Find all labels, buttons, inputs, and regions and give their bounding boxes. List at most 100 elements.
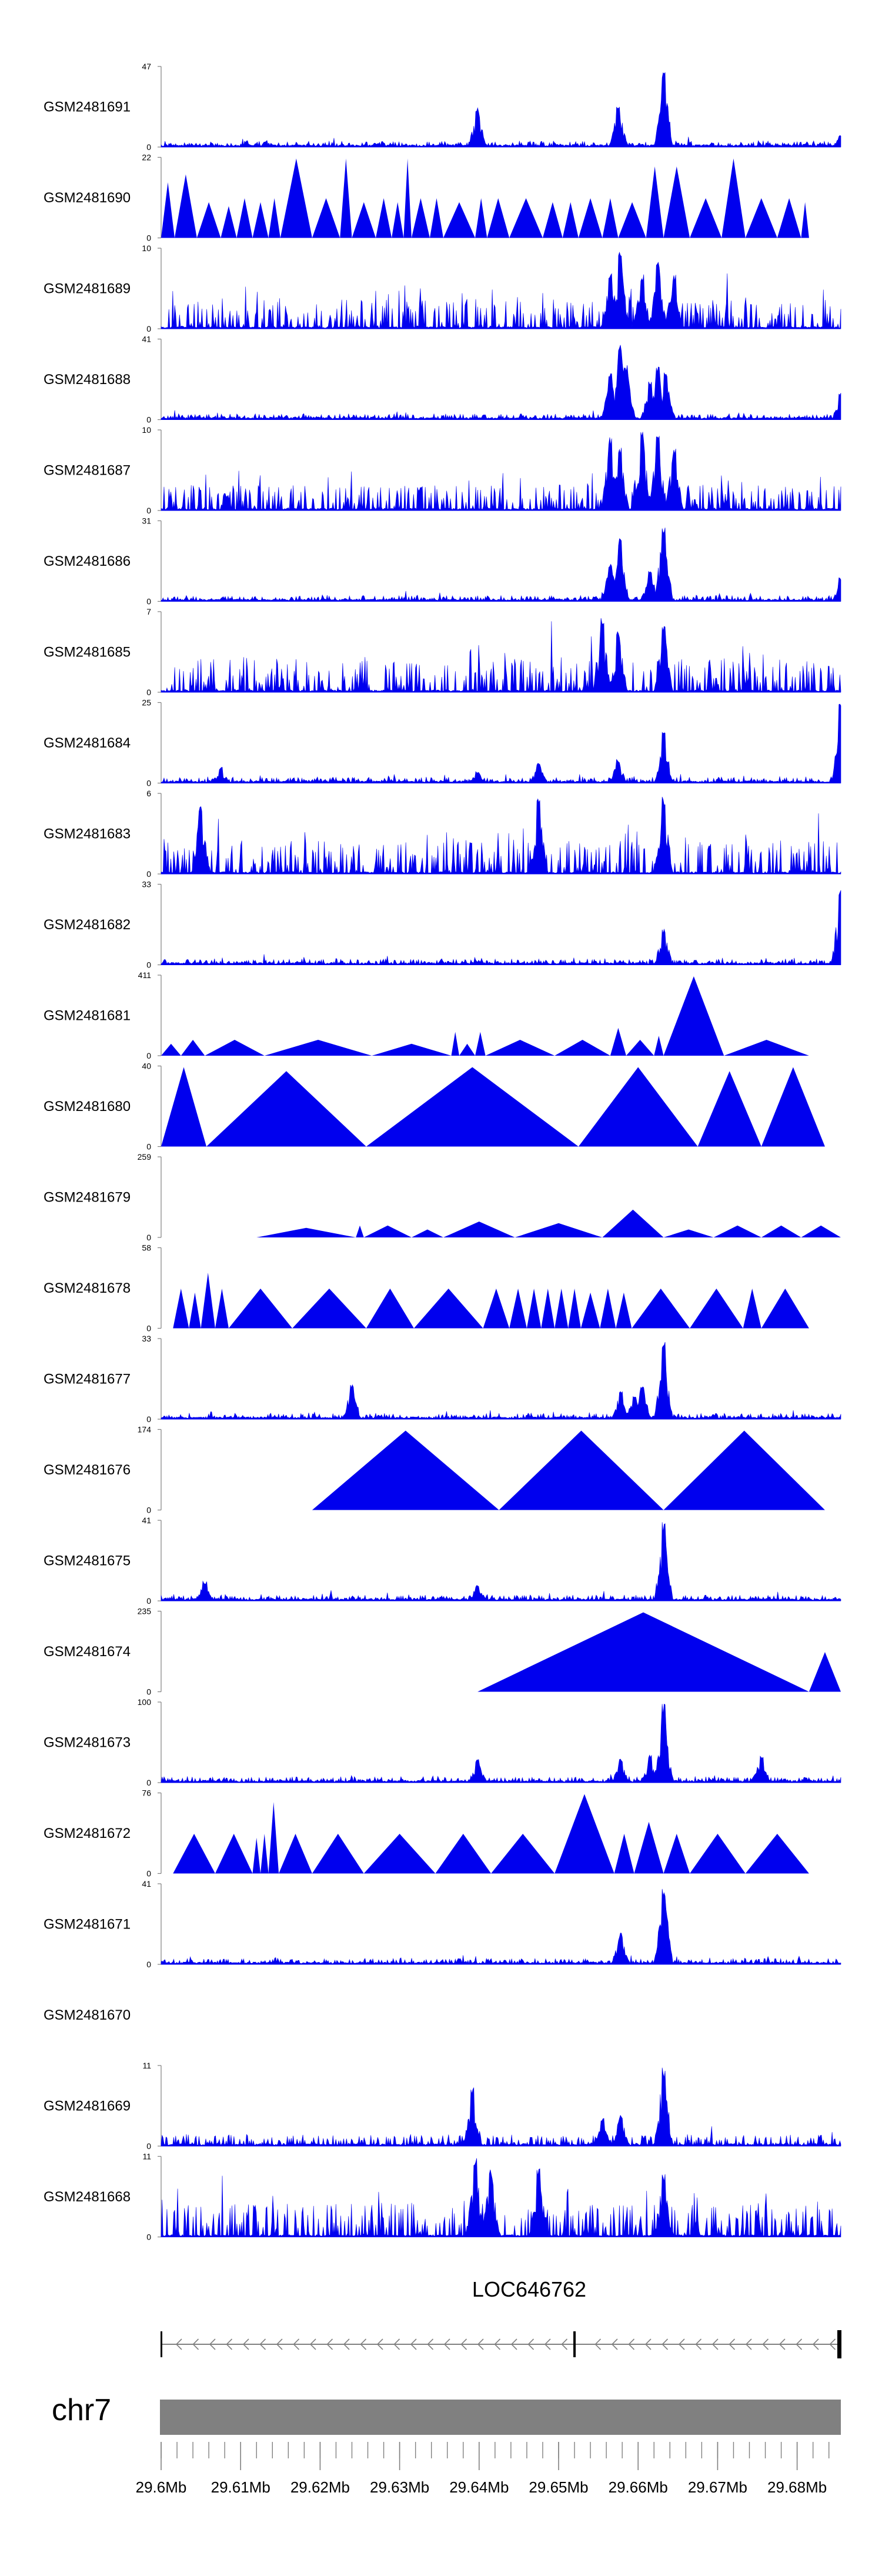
coverage-segment — [352, 202, 376, 238]
coverage-segment — [646, 166, 664, 238]
y-axis-max-label: 10 — [142, 243, 151, 253]
track-GSM2481680: GSM2481680 40 0 — [44, 1062, 825, 1152]
strand-arrow — [494, 2338, 501, 2350]
y-axis-max-label: 33 — [142, 1334, 151, 1343]
y-axis-max-label: 22 — [142, 153, 151, 162]
strand-arrow — [527, 2338, 534, 2350]
y-axis-max-label: 10 — [142, 425, 151, 435]
y-axis-min-label: 0 — [146, 1506, 151, 1515]
strand-arrow — [276, 2338, 283, 2350]
coverage-segment — [252, 202, 269, 238]
track-label: GSM2481675 — [44, 1553, 131, 1569]
coverage-segment — [745, 198, 777, 238]
chromosome-axis: chr7 29.6Mb 29.61Mb 29.62Mb 29.63Mb 29.64Mb 2… — [52, 2393, 841, 2496]
strand-arrow — [226, 2338, 233, 2350]
strand-arrow — [259, 2338, 266, 2350]
track-GSM2481683: GSM2481683 6 0 — [44, 789, 841, 879]
track-GSM2481673: GSM2481673 100 0 — [44, 1697, 841, 1787]
coverage-segment — [801, 202, 809, 238]
y-axis-max-label: 6 — [146, 789, 151, 798]
x-tick-label: 29.61Mb — [211, 2478, 270, 2496]
coverage-segment — [201, 1273, 215, 1329]
track-label: GSM2481680 — [44, 1099, 131, 1115]
gene-exon — [837, 2330, 841, 2358]
track-label: GSM2481672 — [44, 1826, 131, 1841]
coverage-segment — [509, 1289, 527, 1329]
y-axis-max-label: 411 — [138, 970, 152, 980]
coverage-segment — [268, 1802, 279, 1874]
coverage-segment — [174, 174, 197, 238]
coverage-segment — [181, 1040, 205, 1056]
coverage-segment — [161, 1043, 181, 1056]
y-axis-min-label: 0 — [146, 1414, 151, 1424]
track-GSM2481681: GSM2481681 411 0 — [44, 970, 809, 1060]
track-GSM2481671: GSM2481671 41 0 — [44, 1879, 841, 1969]
coverage-segment — [236, 198, 253, 238]
coverage-segment — [477, 1612, 809, 1692]
y-axis-min-label: 0 — [146, 1233, 151, 1242]
coverage-segment — [312, 1834, 364, 1874]
coverage-segment — [761, 1067, 825, 1147]
track-GSM2481668: GSM2481668 11 0 — [44, 2152, 841, 2242]
coverage-segment — [376, 198, 392, 238]
coverage-segment — [618, 202, 646, 238]
strand-arrow — [711, 2338, 719, 2350]
coverage-area — [161, 528, 841, 602]
coverage-segment — [777, 198, 801, 238]
coverage-area — [161, 1888, 841, 1965]
coverage-segment — [487, 198, 510, 238]
y-axis-max-label: 11 — [142, 2061, 151, 2070]
strand-arrow — [242, 2338, 249, 2350]
coverage-segment — [215, 1289, 229, 1329]
track-label: GSM2481674 — [44, 1644, 131, 1660]
gene-model — [161, 2330, 841, 2358]
track-GSM2481678: GSM2481678 58 0 — [44, 1243, 809, 1333]
coverage-segment — [196, 202, 221, 238]
coverage-segment — [363, 1225, 412, 1237]
coverage-segment — [363, 1834, 436, 1874]
track-GSM2481669: GSM2481669 11 0 — [44, 2061, 841, 2151]
coverage-segment — [292, 1289, 366, 1329]
coverage-segment — [205, 1040, 265, 1056]
coverage-segment — [690, 198, 722, 238]
strand-arrow — [460, 2338, 467, 2350]
strand-arrow — [611, 2338, 618, 2350]
coverage-segment — [578, 198, 603, 238]
coverage-segment — [632, 1289, 690, 1329]
coverage-segment — [413, 1289, 483, 1329]
track-GSM2481684: GSM2481684 25 0 — [44, 698, 841, 788]
track-label: GSM2481683 — [44, 826, 131, 842]
coverage-segment — [268, 198, 280, 238]
track-GSM2481687: GSM2481687 10 0 — [44, 425, 841, 515]
coverage-segment — [509, 198, 543, 238]
coverage-segment — [312, 198, 340, 238]
coverage-segment — [562, 202, 579, 238]
strand-arrow — [628, 2338, 635, 2350]
coverage-segment — [161, 182, 175, 238]
coverage-segment — [475, 198, 487, 238]
y-axis-min-label: 0 — [146, 597, 151, 606]
coverage-segment — [600, 1289, 616, 1329]
track-label: GSM2481678 — [44, 1280, 131, 1296]
track-label: GSM2481673 — [44, 1735, 131, 1751]
y-axis-min-label: 0 — [146, 1596, 151, 1606]
y-axis-max-label: 174 — [138, 1425, 152, 1434]
coverage-area — [161, 703, 841, 783]
strand-arrow — [561, 2338, 568, 2350]
y-axis-max-label: 7 — [146, 607, 151, 616]
x-tick-label: 29.62Mb — [290, 2478, 350, 2496]
coverage-segment — [256, 1227, 356, 1237]
x-tick-label: 29.63Mb — [370, 2478, 429, 2496]
coverage-segment — [189, 1292, 201, 1329]
coverage-segment — [634, 1821, 664, 1874]
track-label: GSM2481687 — [44, 463, 131, 479]
coverage-segment — [801, 1225, 841, 1237]
coverage-segment — [215, 1834, 253, 1874]
track-label: GSM2481669 — [44, 2098, 131, 2114]
track-label: GSM2481681 — [44, 1008, 131, 1024]
y-axis-min-label: 0 — [146, 142, 151, 152]
coverage-segment — [554, 1794, 614, 1874]
coverage-segment — [443, 202, 476, 238]
coverage-segment — [279, 1834, 312, 1874]
coverage-area — [161, 618, 841, 693]
